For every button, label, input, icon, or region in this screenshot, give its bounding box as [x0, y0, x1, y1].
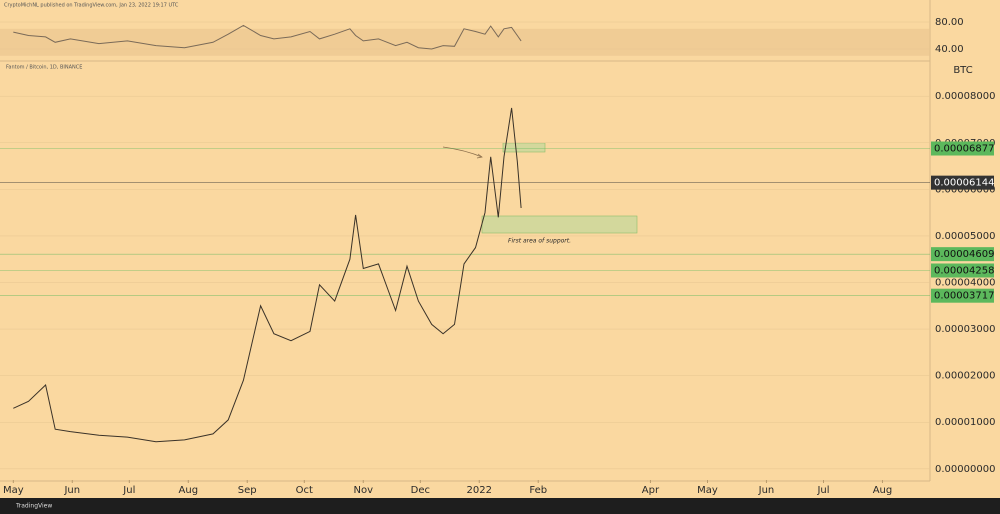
y-tick-label: 0.00001000 [935, 417, 995, 428]
x-tick-label: Nov [353, 485, 373, 496]
price-level-label: 0.00004258 [934, 265, 994, 276]
price-level-tag [931, 263, 994, 278]
price-level-label: 0.00006144 [934, 178, 994, 189]
y-tick-label: 0.00006000 [935, 184, 995, 195]
x-tick-label: Jun [63, 485, 80, 496]
y-tick-label: 0.00000000 [935, 464, 995, 475]
y-tick-label: 0.00005000 [935, 231, 995, 242]
price-level-label: 0.00006877 [934, 144, 994, 155]
resistance-zone [502, 142, 546, 153]
symbol: Fantom / Bitcoin, 1D, BINANCE [6, 65, 82, 71]
price-level-tag [931, 175, 994, 190]
y-tick-label: 0.00008000 [935, 91, 995, 102]
x-tick-label: Aug [873, 485, 893, 496]
unit: BTC [953, 65, 972, 76]
price-level-label: 0.00004609 [934, 249, 994, 260]
footer-bar [0, 498, 1000, 514]
annotation: First area of support. [508, 238, 571, 245]
publisher: CryptoMichNL published on TradingView.co… [4, 3, 179, 9]
series-line [13, 24, 522, 50]
x-tick-label: May [3, 485, 24, 496]
x-tick-label: 2022 [467, 485, 492, 496]
x-tick-label: Jul [122, 485, 135, 496]
x-tick-label: Aug [179, 485, 199, 496]
x-tick-label: May [697, 485, 718, 496]
y-tick-label: 80.00 [935, 17, 964, 28]
x-tick-label: Sep [238, 485, 257, 496]
y-tick-label: 40.00 [935, 44, 964, 55]
x-tick-label: Dec [411, 485, 430, 496]
x-tick-label: Jun [758, 485, 775, 496]
arrow [442, 146, 483, 158]
x-tick-label: Oct [296, 485, 313, 496]
price-level-tag [931, 288, 994, 303]
x-tick-label: Apr [642, 485, 660, 496]
price-level-tag [931, 141, 994, 156]
rsi-band [0, 28, 930, 56]
series-line [13, 107, 522, 443]
x-tick-label: Jul [816, 485, 829, 496]
support-zone [481, 215, 638, 234]
y-tick-label: 0.00002000 [935, 371, 995, 382]
x-tick-label: Feb [529, 485, 547, 496]
price-level-label: 0.00003717 [934, 291, 994, 302]
price-level-tag [931, 247, 994, 262]
footer: TradingView [15, 503, 52, 510]
y-tick-label: 0.00003000 [935, 324, 995, 335]
arrow-head [476, 153, 483, 159]
y-tick-label: 0.00004000 [935, 278, 995, 289]
